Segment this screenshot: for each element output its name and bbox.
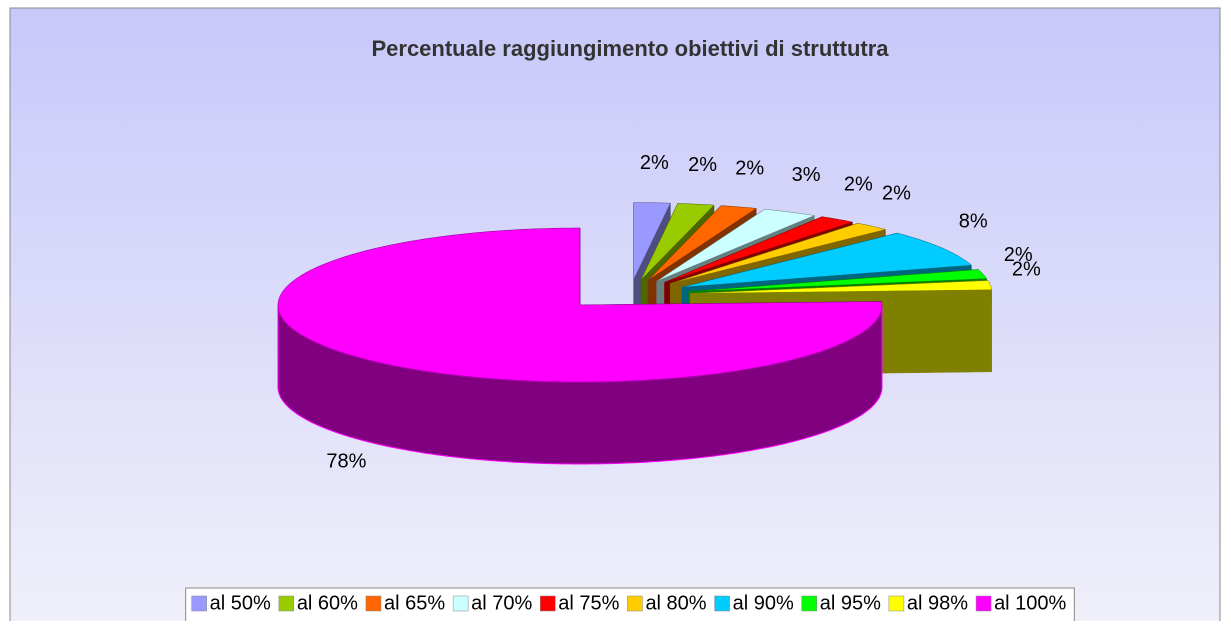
slice	[647, 205, 757, 281]
legend-label: al 60%	[297, 592, 358, 614]
data-label: 2%	[735, 157, 764, 179]
data-label: 2%	[882, 183, 911, 205]
slice	[688, 269, 988, 292]
data-label: 2%	[640, 152, 669, 174]
chart-title: Percentuale raggiungimento obiettivi di …	[371, 36, 889, 61]
legend-label: al 100%	[994, 592, 1066, 614]
pie: 2% 2% 2% 3% 2% 2%8%2%2%78%	[277, 152, 1041, 472]
slice	[656, 209, 816, 282]
data-label: 2%	[844, 173, 873, 195]
legend-label: al 75%	[558, 592, 619, 614]
legend-swatch	[540, 595, 556, 612]
legend-swatch	[975, 595, 992, 612]
slice	[633, 202, 671, 280]
data-label: 2%	[1004, 244, 1033, 266]
legend-swatch	[627, 595, 643, 612]
slice	[670, 222, 886, 284]
legend-label: al 65%	[384, 592, 445, 614]
legend-label: al 95%	[820, 592, 881, 614]
legend-swatch	[452, 595, 469, 612]
legend: al 50% al 60% al 65% al 70% al 75% al 80% al 9…	[185, 587, 1075, 623]
legend-swatch	[278, 595, 295, 612]
data-label: 2%	[1012, 259, 1041, 281]
data-label: 3%	[792, 164, 821, 186]
legend-swatch	[801, 595, 817, 612]
legend-swatch	[365, 595, 382, 612]
slice	[277, 227, 883, 383]
legend-swatch	[191, 595, 207, 612]
data-label: 2%	[688, 154, 717, 176]
data-label: 78%	[326, 450, 366, 472]
slice	[690, 280, 992, 294]
data-label: 8%	[959, 211, 988, 233]
legend-label: al 98%	[907, 592, 968, 614]
slice	[640, 203, 715, 281]
slice	[681, 232, 973, 288]
legend-label: al 80%	[645, 592, 706, 614]
slice	[664, 216, 854, 283]
legend-swatch	[888, 595, 905, 612]
legend-label: al 70%	[471, 592, 532, 614]
legend-label: al 90%	[733, 592, 794, 614]
legend-swatch	[714, 595, 730, 612]
legend-label: al 50%	[210, 592, 271, 614]
